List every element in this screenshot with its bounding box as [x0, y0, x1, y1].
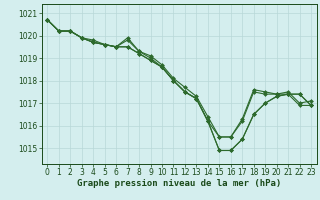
X-axis label: Graphe pression niveau de la mer (hPa): Graphe pression niveau de la mer (hPa)	[77, 179, 281, 188]
